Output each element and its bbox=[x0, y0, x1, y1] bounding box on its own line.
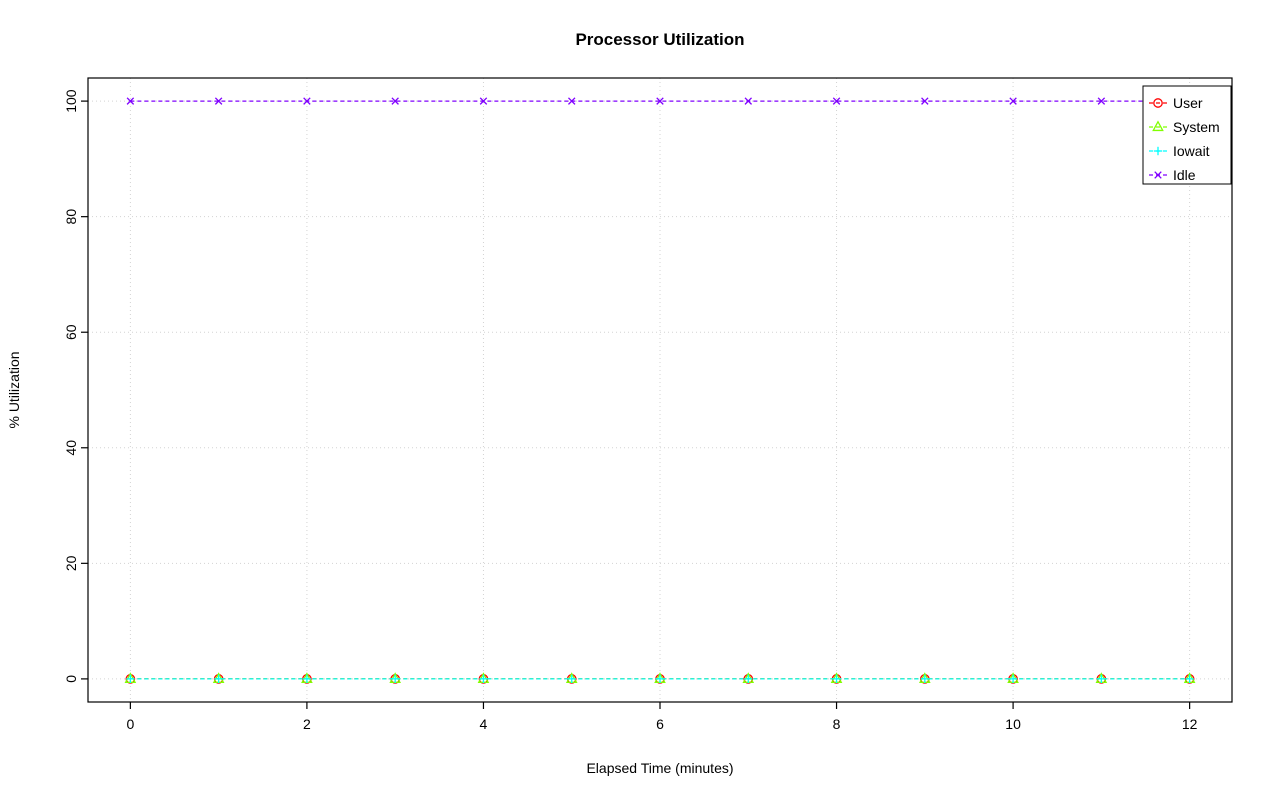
series-marker-x bbox=[391, 97, 399, 105]
x-tick-label: 0 bbox=[126, 716, 134, 732]
y-tick-label: 40 bbox=[63, 440, 79, 456]
x-axis-label: Elapsed Time (minutes) bbox=[586, 760, 734, 776]
series-marker-x bbox=[1154, 171, 1162, 179]
series-marker-x bbox=[1097, 97, 1106, 105]
series-marker-plus bbox=[479, 674, 488, 684]
y-tick-label: 0 bbox=[63, 675, 79, 683]
y-tick-label: 80 bbox=[63, 209, 79, 225]
legend-entry-user: User bbox=[1149, 95, 1203, 111]
series-marker-plus bbox=[390, 674, 400, 684]
x-tick-label: 2 bbox=[303, 716, 311, 732]
chart-title: Processor Utilization bbox=[575, 30, 745, 49]
series-marker-x bbox=[479, 97, 488, 105]
legend-label: Iowait bbox=[1173, 143, 1210, 159]
series-marker-x bbox=[656, 97, 664, 105]
legend: User System Iowait Idle bbox=[1142, 85, 1232, 185]
series-marker-plus bbox=[302, 674, 312, 684]
series-marker-plus bbox=[1008, 674, 1018, 684]
series-marker-x bbox=[921, 97, 929, 105]
series-marker-plus bbox=[1097, 674, 1106, 684]
series-marker-x bbox=[567, 97, 576, 105]
legend-box bbox=[1142, 85, 1232, 185]
series-marker-plus bbox=[1153, 146, 1163, 156]
legend-label: Idle bbox=[1173, 167, 1196, 183]
series-marker-x bbox=[1009, 97, 1017, 105]
series-marker-plus bbox=[126, 674, 135, 684]
series-marker-plus bbox=[832, 674, 841, 684]
legend-label: User bbox=[1173, 95, 1203, 111]
legend-entry-idle: Idle bbox=[1149, 167, 1196, 183]
series-marker-plus bbox=[744, 674, 753, 684]
x-tick-label: 10 bbox=[1005, 716, 1021, 732]
series-iowait bbox=[126, 674, 1194, 684]
series-marker-x bbox=[832, 97, 841, 105]
series-marker-plus bbox=[920, 674, 930, 684]
y-axis-label: % Utilization bbox=[6, 351, 22, 429]
series-marker-x bbox=[126, 97, 135, 105]
series-marker-x bbox=[214, 97, 223, 105]
legend-entry-system: System bbox=[1149, 119, 1220, 135]
legend-label: System bbox=[1173, 119, 1220, 135]
x-tick-label: 4 bbox=[480, 716, 488, 732]
y-tick-label: 20 bbox=[63, 555, 79, 571]
x-tick-label: 12 bbox=[1182, 716, 1198, 732]
y-tick-label: 100 bbox=[63, 89, 79, 113]
series-marker-x bbox=[744, 97, 753, 105]
series-marker-x bbox=[303, 97, 311, 105]
legend-entry-iowait: Iowait bbox=[1149, 143, 1210, 159]
x-tick-label: 8 bbox=[833, 716, 841, 732]
series-marker-plus bbox=[655, 674, 665, 684]
series-marker-plus bbox=[1185, 674, 1194, 684]
series-marker-circle bbox=[1153, 98, 1163, 108]
series-idle bbox=[126, 97, 1194, 105]
y-tick-label: 60 bbox=[63, 324, 79, 340]
series-marker-plus bbox=[214, 674, 223, 684]
series-marker-triangle bbox=[1152, 120, 1164, 132]
series-marker-plus bbox=[567, 674, 576, 684]
x-tick-label: 6 bbox=[656, 716, 664, 732]
